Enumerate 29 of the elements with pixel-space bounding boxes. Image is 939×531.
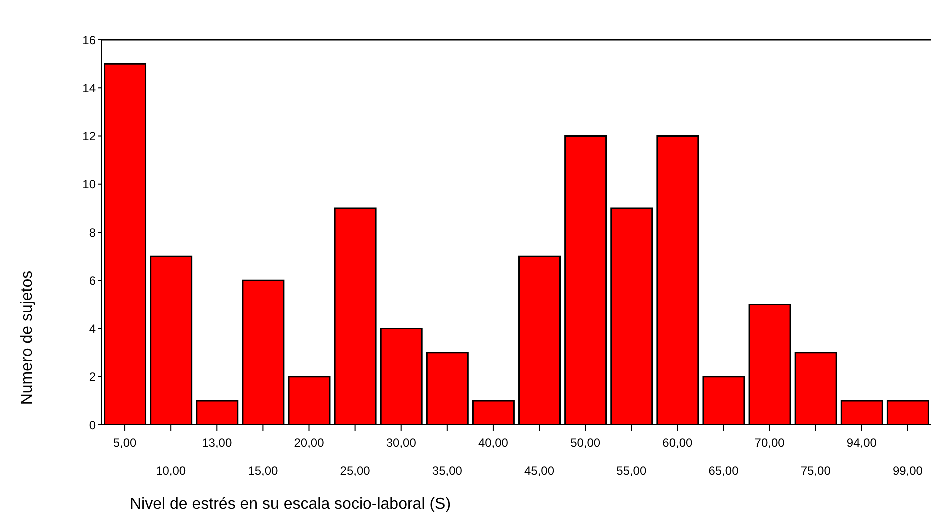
x-axis-title: Nivel de estrés en su escala socio-laboral (S) — [130, 496, 452, 514]
x-tick-label: 5,00 — [113, 436, 138, 450]
y-tick-label: 10 — [82, 178, 96, 192]
x-tick-label: 15,00 — [248, 464, 279, 478]
x-tick-label: 10,00 — [156, 464, 186, 478]
x-tick-label: 20,00 — [294, 436, 325, 450]
y-tick-label: 2 — [89, 370, 96, 384]
x-tick-label: 30,00 — [386, 436, 417, 450]
y-tick-label: 4 — [89, 322, 96, 336]
x-tick-label: 75,00 — [800, 464, 832, 478]
y-tick-label: 6 — [89, 274, 96, 288]
x-tick-label: 60,00 — [662, 436, 694, 450]
x-tick-label: 94,00 — [846, 436, 878, 450]
y-tick-label: 14 — [82, 81, 96, 96]
x-tick-label: 40,00 — [478, 436, 509, 450]
y-axis-title: Numero de sujetos — [19, 270, 37, 406]
x-tick-label: 99,00 — [892, 464, 924, 478]
x-tick-label: 25,00 — [340, 464, 371, 478]
y-tick-label: 8 — [89, 226, 96, 240]
x-tick-label: 70,00 — [754, 436, 786, 450]
x-tick-label: 45,00 — [524, 464, 555, 478]
x-tick-label: 13,00 — [202, 436, 232, 450]
x-tick-label: 65,00 — [708, 464, 740, 478]
x-tick-label: 50,00 — [570, 436, 601, 450]
y-tick-label: 12 — [82, 130, 96, 144]
y-tick-label: 0 — [89, 418, 96, 432]
x-tick-label: 35,00 — [432, 464, 463, 478]
x-tick-label: 55,00 — [616, 464, 647, 478]
y-tick-label: 16 — [82, 33, 96, 48]
